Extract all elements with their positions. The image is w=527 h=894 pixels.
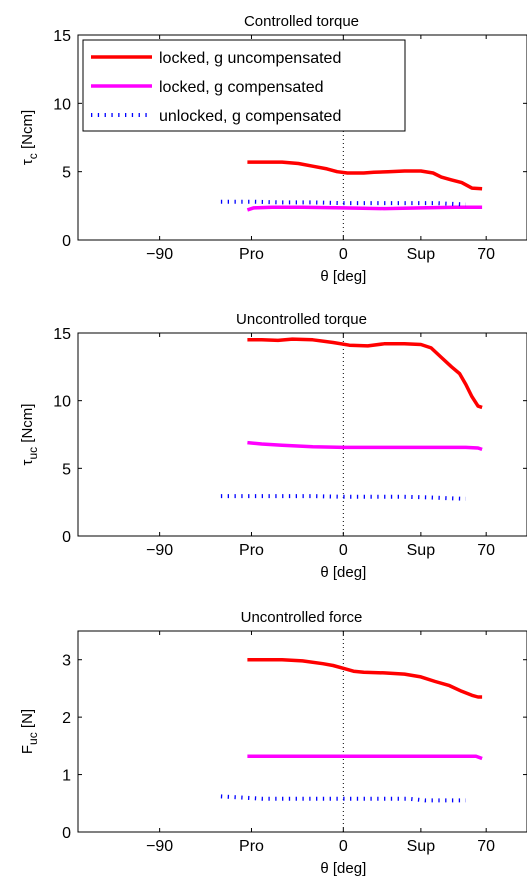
y-label-subscript: uc — [26, 732, 40, 745]
y-label-subscript: c — [26, 153, 40, 159]
x-tick-label: 70 — [477, 838, 495, 855]
legend: locked, g uncompensated locked, g compens… — [82, 39, 406, 132]
y-tick-label: 5 — [62, 165, 71, 182]
x-tick-label: 0 — [339, 838, 348, 855]
series-line-3 — [220, 199, 466, 207]
y-tick-label: 15 — [53, 326, 71, 343]
series-line-2 — [247, 440, 483, 452]
x-tick-label: 70 — [477, 542, 495, 559]
chart-title: Uncontrolled force — [241, 609, 363, 626]
x-axis-label: θ [deg] — [320, 268, 366, 285]
x-axis-label: θ [deg] — [320, 564, 366, 581]
y-axis-label: Fuc [N] — [19, 709, 40, 754]
y-tick-label: 2 — [62, 710, 71, 727]
y-tick-label: 1 — [62, 768, 71, 785]
series-line-2 — [246, 205, 483, 212]
x-tick-label: −90 — [146, 542, 173, 559]
y-axis-label: τc [Ncm] — [19, 110, 40, 165]
series-line-1 — [247, 657, 483, 699]
y-label-subscript: uc — [26, 447, 40, 460]
x-tick-label: Pro — [239, 838, 264, 855]
x-tick-label: −90 — [146, 838, 173, 855]
x-tick-label: 0 — [339, 246, 348, 263]
chart-title: Controlled torque — [244, 13, 359, 30]
y-tick-label: 10 — [53, 394, 71, 411]
x-tick-label: Sup — [407, 542, 436, 559]
x-tick-label: Sup — [407, 246, 436, 263]
y-axis-label: τuc [Ncm] — [19, 404, 40, 466]
x-tick-label: 0 — [339, 542, 348, 559]
x-tick-label: Pro — [239, 246, 264, 263]
y-label-unit: [Ncm] — [19, 110, 36, 153]
y-tick-label: 0 — [62, 233, 71, 250]
series-line-3 — [220, 794, 466, 803]
y-label-base: τ — [19, 159, 36, 165]
series-line-1 — [247, 337, 483, 410]
y-tick-label: 10 — [53, 96, 71, 113]
legend-label: unlocked, g compensated — [159, 108, 341, 125]
y-label-base: τ — [19, 459, 36, 465]
legend-label: locked, g uncompensated — [159, 50, 341, 67]
series-line-1 — [247, 160, 483, 191]
y-tick-label: 15 — [53, 28, 71, 45]
x-tick-label: Sup — [407, 838, 436, 855]
x-tick-label: Pro — [239, 542, 264, 559]
y-label-unit: [N] — [19, 709, 36, 732]
x-tick-label: 70 — [477, 246, 495, 263]
y-tick-label: 3 — [62, 653, 71, 670]
y-tick-label: 0 — [62, 529, 71, 546]
x-axis-label: θ [deg] — [320, 860, 366, 877]
x-tick-label: −90 — [146, 246, 173, 263]
chart-3: −90 Pro 0 Sup 70 0 1 2 3 Uncontrolled force θ [deg… — [19, 609, 527, 877]
y-label-base: F — [19, 745, 36, 754]
chart-title: Uncontrolled torque — [236, 311, 367, 328]
y-label-unit: [Ncm] — [19, 404, 36, 447]
y-tick-label: 5 — [62, 461, 71, 478]
legend-label: locked, g compensated — [159, 79, 324, 96]
chart-1: −90 Pro 0 Sup 70 0 5 10 15 Controlled torque θ [de… — [19, 13, 527, 285]
y-tick-label: 0 — [62, 825, 71, 842]
series-line-2 — [247, 754, 483, 761]
chart-2: −90 Pro 0 Sup 70 0 5 10 15 Uncontrolled torque θ [… — [19, 311, 527, 581]
plot-frame — [77, 332, 527, 537]
